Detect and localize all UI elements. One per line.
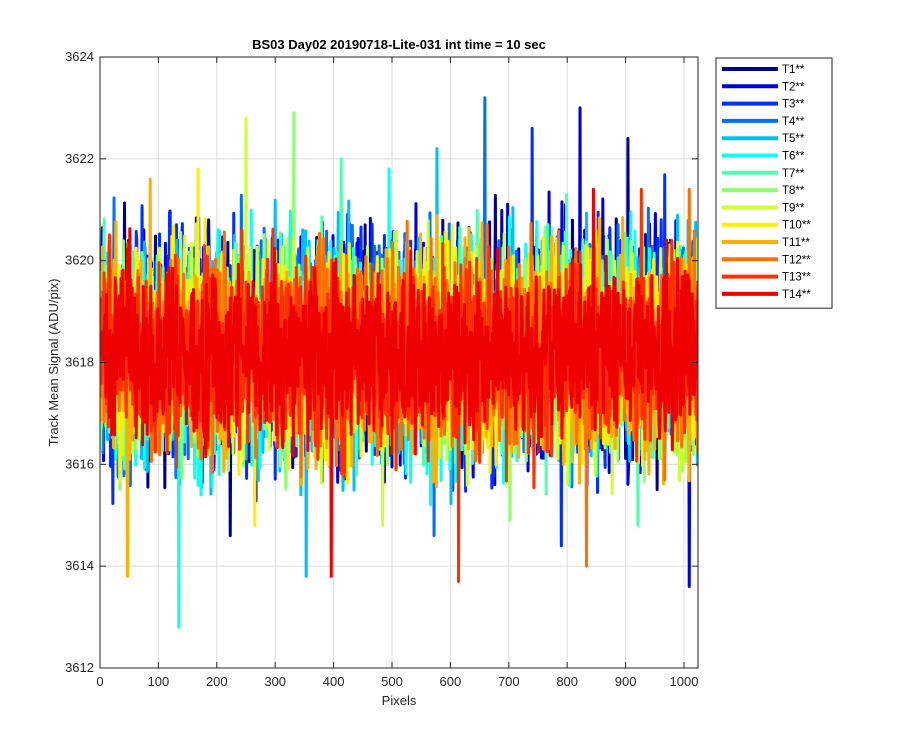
- y-tick-label: 3620: [65, 253, 94, 268]
- x-tick-label: 1000: [670, 674, 699, 689]
- x-tick-label: 800: [556, 674, 578, 689]
- legend-label: T3**: [782, 99, 805, 111]
- x-tick-label: 900: [615, 674, 637, 689]
- x-tick-label: 400: [323, 674, 345, 689]
- legend-label: T1**: [782, 64, 805, 76]
- y-tick-label: 3612: [65, 660, 94, 675]
- x-axis-title: Pixels: [382, 693, 417, 708]
- y-tick-label: 3614: [65, 558, 94, 573]
- x-tick-label: 100: [148, 674, 170, 689]
- legend-label: T9**: [782, 202, 805, 214]
- x-tick-label: 300: [264, 674, 286, 689]
- axis-ticks: 0 100 200 300 400 500 600 700 800 900 1000 3612 3614…: [65, 49, 698, 689]
- y-tick-label: 3622: [65, 151, 94, 166]
- legend-label: T6**: [782, 151, 805, 163]
- legend-label: T13**: [782, 272, 811, 284]
- legend-label: T2**: [782, 81, 805, 93]
- legend-box: [715, 57, 833, 309]
- y-tick-label: 3624: [65, 49, 94, 64]
- legend-label: T8**: [782, 185, 805, 197]
- legend-label: T5**: [782, 133, 805, 145]
- x-tick-label: 0: [96, 674, 103, 689]
- x-tick-label: 500: [381, 674, 403, 689]
- legend-label: T11**: [782, 237, 810, 249]
- x-tick-label: 200: [206, 674, 228, 689]
- legend-label: T4**: [782, 116, 805, 128]
- y-tick-label: 3618: [65, 355, 94, 370]
- y-tick-label: 3616: [65, 456, 94, 471]
- series-group: [100, 96, 698, 629]
- legend-label: T12**: [782, 254, 811, 266]
- legend: T1** T2** T3** T4** T5** T6** T7** T8** T9** T10*…: [715, 57, 833, 309]
- y-axis-title: Track Mean Signal (ADU/pix): [46, 279, 61, 447]
- legend-label: T7**: [782, 168, 805, 180]
- legend-label: T10**: [782, 220, 811, 232]
- series-line: [100, 187, 698, 578]
- x-tick-label: 700: [498, 674, 520, 689]
- chart-title: BS03 Day02 20190718-Lite-031 int time = …: [252, 37, 546, 52]
- legend-label: T14**: [782, 289, 811, 301]
- x-tick-label: 600: [440, 674, 462, 689]
